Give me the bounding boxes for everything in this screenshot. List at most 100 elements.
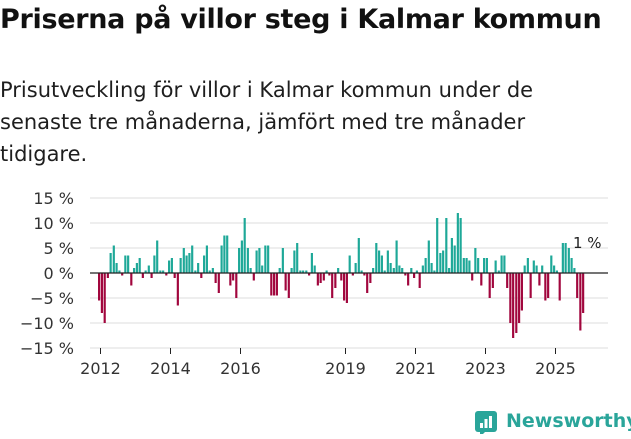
newsworthy-logo[interactable]: Newsworthy <box>474 408 631 434</box>
bar <box>322 273 325 281</box>
x-tick-label: 2025 <box>535 359 576 378</box>
bar <box>235 273 238 298</box>
bar <box>529 273 532 298</box>
bar <box>378 250 381 273</box>
bar <box>281 248 284 273</box>
bar <box>500 255 503 273</box>
bar <box>555 270 558 273</box>
bar <box>168 260 171 273</box>
bar <box>153 255 156 273</box>
bar <box>418 273 421 288</box>
bar <box>130 273 133 286</box>
bar <box>325 270 328 273</box>
bar <box>214 273 217 283</box>
bar <box>299 270 302 273</box>
bar <box>357 238 360 273</box>
bar <box>485 258 488 273</box>
bar <box>238 248 241 273</box>
bar <box>188 253 191 273</box>
bar <box>337 268 340 273</box>
bar <box>459 218 462 273</box>
x-tick-label: 2021 <box>395 359 436 378</box>
bar <box>144 270 147 273</box>
bar <box>118 270 121 273</box>
bar <box>433 270 436 273</box>
bar <box>526 258 529 273</box>
bar <box>334 273 337 288</box>
bar <box>354 263 357 273</box>
bar <box>439 253 442 273</box>
bar <box>567 248 570 273</box>
bar <box>103 273 106 323</box>
bar <box>100 273 103 313</box>
bar <box>133 268 136 273</box>
bar <box>442 250 445 273</box>
bar <box>138 258 141 273</box>
bar <box>124 255 127 273</box>
bar <box>319 273 322 283</box>
bar <box>351 273 354 276</box>
bar <box>348 255 351 273</box>
bar <box>270 273 273 296</box>
bar <box>450 238 453 273</box>
x-tick-label: 2016 <box>220 359 261 378</box>
bar <box>229 273 232 286</box>
bar <box>582 273 585 313</box>
bar <box>509 273 512 323</box>
bar <box>331 273 334 298</box>
bar <box>176 273 179 306</box>
bar <box>477 258 480 273</box>
bar <box>308 273 311 276</box>
annotations: 1 % <box>573 234 602 252</box>
bar <box>550 255 553 273</box>
chart-subtitle: Prisutveckling för villor i Kalmar kommu… <box>0 78 534 166</box>
bar <box>465 258 468 273</box>
bar <box>488 273 491 298</box>
bar <box>170 258 173 273</box>
bar <box>310 253 313 273</box>
bar <box>383 270 386 273</box>
bar <box>427 240 430 273</box>
bar <box>415 270 418 273</box>
bar <box>252 273 255 281</box>
bar <box>165 273 168 276</box>
bar <box>372 268 375 273</box>
bar <box>273 273 276 296</box>
bar <box>328 273 331 276</box>
bar <box>293 250 296 273</box>
bars <box>98 213 585 338</box>
bar <box>150 273 153 278</box>
bar <box>424 258 427 273</box>
bar <box>182 248 185 273</box>
bar <box>106 273 109 278</box>
bar <box>445 218 448 273</box>
bar <box>366 273 369 293</box>
bar <box>462 258 465 273</box>
bar <box>173 273 176 278</box>
bar <box>185 255 188 273</box>
bar <box>305 270 308 273</box>
bar <box>261 265 264 273</box>
bar <box>474 248 477 273</box>
bar <box>518 273 521 323</box>
bar <box>392 268 395 273</box>
bar <box>313 265 316 273</box>
y-tick-label: −5 % <box>30 289 74 308</box>
bar <box>547 273 550 298</box>
bar <box>127 255 130 273</box>
bar <box>401 268 404 273</box>
bar <box>448 268 451 273</box>
chart-title: Priserna på villor steg i Kalmar kommun <box>0 4 602 35</box>
bar <box>115 263 118 273</box>
x-axis: 2012 2014 2016 2019 2021 2023 2025 <box>80 272 608 378</box>
y-tick-label: 0 % <box>44 264 74 283</box>
bar <box>561 243 564 273</box>
y-axis-tick-labels: 15 % 10 % 5 % 0 % −5 % −10 % −15 % <box>20 189 74 358</box>
bar <box>413 273 416 278</box>
bar <box>205 245 208 273</box>
bar <box>494 260 497 273</box>
bar <box>421 265 424 273</box>
y-tick-label: 15 % <box>33 189 74 208</box>
bar <box>395 240 398 273</box>
bar <box>480 273 483 286</box>
